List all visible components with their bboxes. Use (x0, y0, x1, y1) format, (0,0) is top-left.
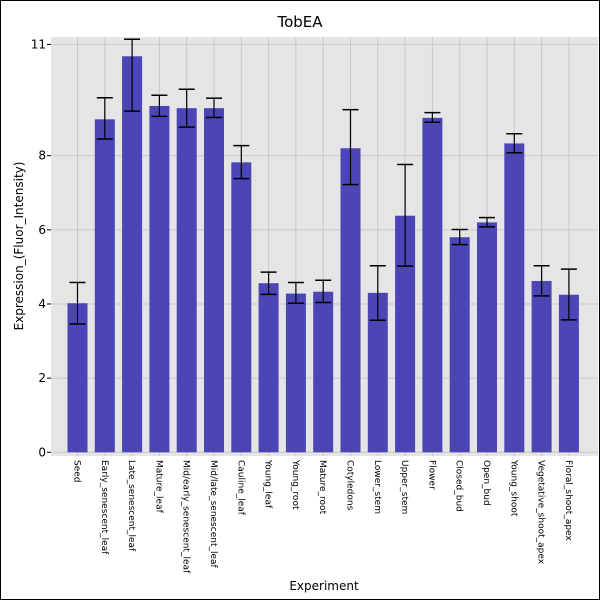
bar (285, 293, 306, 453)
x-tick-label: Mid/early_senescent_leaf (181, 460, 191, 574)
y-axis-label: Expression_(Fluor_Intensity) (12, 162, 26, 331)
x-tick-label: Vegetative_shoot_apex (536, 460, 546, 565)
bar (313, 291, 334, 453)
bar (149, 105, 170, 453)
y-tick-label: 11 (31, 37, 46, 51)
bar (449, 237, 470, 453)
bars-group (67, 56, 579, 453)
x-tick-label: Late_senescent_leaf (126, 460, 136, 552)
x-tick-label: Flower (426, 460, 436, 490)
x-tick-label: Mid/late_senescent_leaf (208, 460, 218, 569)
bar (67, 303, 88, 453)
bar (395, 215, 416, 453)
y-tick-label: 6 (38, 223, 46, 237)
x-tick-label: Lower_stem (372, 460, 382, 514)
x-axis-labels: Seed Early_senescent_leaf Late_senescent_l… (72, 459, 573, 574)
chart-title: TobEA (276, 13, 323, 31)
bar (231, 162, 252, 453)
x-tick-label: Seed (72, 460, 82, 483)
x-tick-label: Open_bud (481, 460, 491, 506)
y-tick-label: 8 (38, 149, 46, 163)
x-tick-label: Floral_shoot_apex (563, 460, 573, 541)
y-axis-ticks: 0 2 4 6 8 11 (31, 37, 51, 459)
bar (258, 283, 279, 453)
x-tick-label: Young_shoot (508, 459, 518, 517)
x-tick-label: Cotyledons (345, 460, 355, 511)
x-tick-label: Closed_bud (454, 460, 464, 512)
bar (504, 143, 525, 453)
bar (477, 222, 497, 453)
bar (122, 56, 143, 453)
bar (558, 294, 579, 453)
bar (204, 108, 224, 453)
error-bars-group (69, 38, 577, 325)
x-tick-label: Young_leaf (263, 459, 273, 509)
bar (340, 148, 361, 453)
bar (94, 119, 115, 453)
x-axis-label: Experiment (289, 579, 359, 593)
x-tick-label: Mature_leaf (153, 460, 163, 514)
bar (176, 108, 197, 453)
x-tick-label: Upper_stem (399, 460, 409, 514)
y-tick-label: 2 (38, 371, 46, 385)
bar (367, 292, 388, 453)
x-tick-label: Cauline_leaf (235, 460, 245, 516)
x-tick-label: Mature_root (317, 460, 327, 515)
bar (531, 280, 552, 453)
x-tick-label: Early_senescent_leaf (99, 460, 109, 555)
x-tick-label: Young_root (290, 459, 300, 510)
y-tick-label: 0 (38, 445, 46, 459)
bar (422, 117, 443, 453)
y-tick-label: 4 (38, 297, 46, 311)
